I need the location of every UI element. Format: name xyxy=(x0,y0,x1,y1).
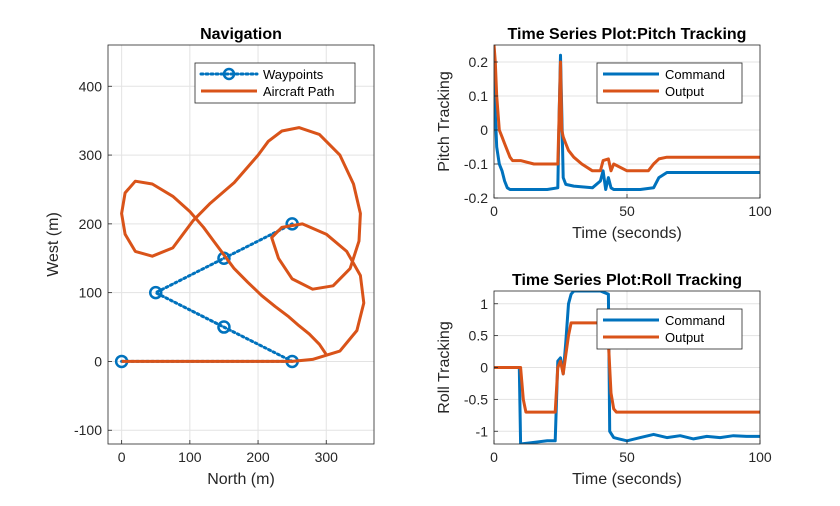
roll-xtick-label-0: 0 xyxy=(490,449,498,465)
navigation-xtick-label-2: 200 xyxy=(246,449,270,465)
roll-ytick-label-4: 1 xyxy=(480,296,488,312)
pitch-legend-label-1: Output xyxy=(665,84,704,99)
roll-ytick-label-2: 0 xyxy=(480,360,488,376)
roll-legend-box xyxy=(596,308,743,350)
navigation-legend-marker-0 xyxy=(222,67,236,81)
pitch-axes: 0 50 100 -0.2 -0.1 0 0.1 0.2 Time Series Plot:P… xyxy=(436,26,772,242)
pitch-legend-label-0: Command xyxy=(665,67,725,82)
pitch-ytick-label-4: 0.2 xyxy=(469,54,489,70)
navigation-series-1-line xyxy=(120,126,366,363)
pitch-series-0-line xyxy=(494,45,760,191)
navigation-frame xyxy=(107,44,375,445)
navigation-ticks: 0 100 200 300 -100 0 100 200 300 400 xyxy=(74,78,338,465)
roll-ytick-label-0: -1 xyxy=(476,423,489,439)
roll-title: Time Series Plot:Roll Tracking xyxy=(512,272,742,289)
navigation-legend-label-0: Waypoints xyxy=(263,67,324,82)
pitch-ytick-label-2: 0 xyxy=(480,122,488,138)
navigation-ylabel: West (m) xyxy=(45,212,62,277)
navigation-ytick-label-3: 200 xyxy=(79,216,103,232)
pitch-xtick-label-0: 0 xyxy=(490,203,498,219)
navigation-xtick-label-1: 100 xyxy=(178,449,202,465)
roll-ylabel: Roll Tracking xyxy=(436,321,453,413)
roll-ytick-label-3: 0.5 xyxy=(469,328,489,344)
pitch-series xyxy=(494,45,760,191)
navigation-grid xyxy=(108,45,374,444)
roll-ytick-label-1: -0.5 xyxy=(464,391,488,407)
roll-legend: Command Output xyxy=(596,308,743,350)
navigation-legend-box xyxy=(194,62,356,104)
pitch-title: Time Series Plot:Pitch Tracking xyxy=(508,26,747,43)
roll-axes: 0 50 100 -1 -0.5 0 0.5 1 Time Series Plot:Roll … xyxy=(436,272,772,488)
roll-xtick-label-2: 100 xyxy=(748,449,772,465)
roll-legend-label-0: Command xyxy=(665,313,725,328)
pitch-xtick-label-2: 100 xyxy=(748,203,772,219)
navigation-legend: Waypoints Aircraft Path xyxy=(194,62,356,104)
pitch-ytick-label-1: -0.1 xyxy=(464,156,488,172)
navigation-ytick-label-0: -100 xyxy=(74,422,102,438)
pitch-ylabel: Pitch Tracking xyxy=(436,71,453,171)
roll-series-1-line xyxy=(494,321,760,414)
navigation-xlabel: North (m) xyxy=(207,471,275,488)
navigation-xtick-label-3: 300 xyxy=(315,449,339,465)
roll-xlabel: Time (seconds) xyxy=(572,471,682,488)
pitch-ytick-label-0: -0.2 xyxy=(464,190,488,206)
roll-series xyxy=(494,291,760,444)
navigation-ytick-label-1: 0 xyxy=(94,353,102,369)
navigation-ytick-label-5: 400 xyxy=(79,78,103,94)
roll-xtick-label-1: 50 xyxy=(619,449,635,465)
roll-ticks: 0 50 100 -1 -0.5 0 0.5 1 xyxy=(464,296,772,465)
pitch-series-1-line xyxy=(494,45,760,173)
pitch-ytick-label-3: 0.1 xyxy=(469,88,489,104)
pitch-legend: Command Output xyxy=(596,62,743,104)
navigation-ytick-label-4: 300 xyxy=(79,147,103,163)
roll-legend-label-1: Output xyxy=(665,330,704,345)
navigation-axes: 0 100 200 300 -100 0 100 200 300 400 Navigation N… xyxy=(45,26,375,488)
navigation-legend-label-1: Aircraft Path xyxy=(263,84,335,99)
navigation-title: Navigation xyxy=(200,26,282,43)
navigation-waypoint-marker-3 xyxy=(148,285,163,300)
roll-series-0-line xyxy=(494,291,760,444)
pitch-ticks: 0 50 100 -0.2 -0.1 0 0.1 0.2 xyxy=(464,54,772,219)
pitch-xtick-label-1: 50 xyxy=(619,203,635,219)
pitch-xlabel: Time (seconds) xyxy=(572,225,682,242)
navigation-series xyxy=(114,126,366,369)
navigation-ytick-label-2: 100 xyxy=(79,285,103,301)
pitch-legend-box xyxy=(596,62,743,104)
navigation-waypoint-marker-2 xyxy=(217,320,231,334)
navigation-xtick-label-0: 0 xyxy=(118,449,126,465)
